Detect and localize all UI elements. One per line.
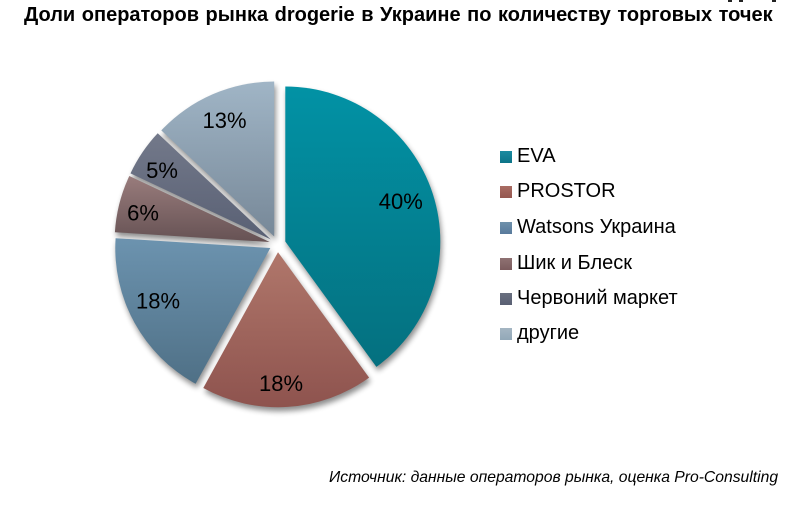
svg-text:40%: 40%: [379, 189, 423, 214]
svg-text:5%: 5%: [146, 158, 178, 183]
svg-text:18%: 18%: [259, 371, 303, 396]
svg-text:13%: 13%: [202, 108, 246, 133]
svg-text:6%: 6%: [127, 201, 159, 226]
svg-text:18%: 18%: [136, 289, 180, 314]
